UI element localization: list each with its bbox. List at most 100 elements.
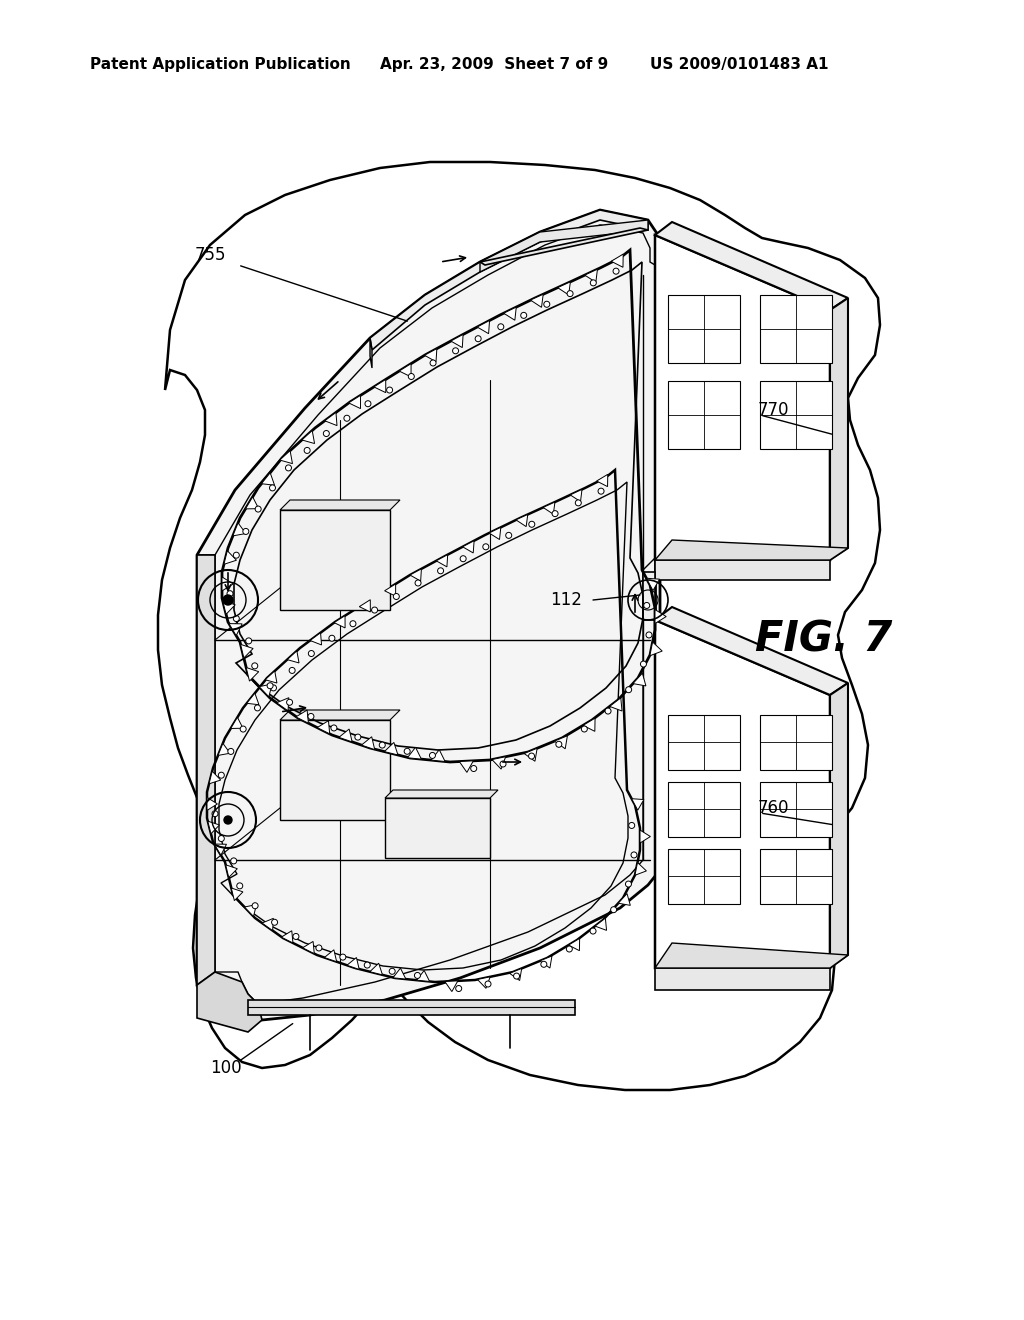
Circle shape [252,903,258,908]
Polygon shape [633,673,646,686]
Circle shape [575,500,582,506]
Polygon shape [597,474,608,487]
Circle shape [605,708,611,714]
Polygon shape [463,541,474,553]
Polygon shape [197,554,215,985]
Circle shape [485,981,492,987]
Polygon shape [410,569,422,581]
Polygon shape [374,379,386,392]
Circle shape [409,374,415,379]
Circle shape [329,635,335,642]
Polygon shape [611,253,624,267]
Circle shape [289,668,295,673]
Polygon shape [245,904,256,916]
Circle shape [471,766,477,771]
Polygon shape [385,583,395,597]
Polygon shape [214,843,226,855]
Circle shape [404,748,411,754]
Circle shape [308,714,314,719]
Circle shape [415,973,421,978]
Circle shape [233,552,240,558]
Polygon shape [280,500,400,510]
Circle shape [270,685,276,690]
Circle shape [393,594,399,599]
Circle shape [241,726,246,733]
Circle shape [610,907,616,912]
Polygon shape [209,771,221,784]
Polygon shape [262,919,273,931]
Circle shape [582,726,588,733]
Polygon shape [540,956,552,968]
Polygon shape [460,760,473,772]
Polygon shape [632,799,644,810]
Circle shape [500,762,506,767]
Polygon shape [760,715,831,770]
Polygon shape [516,515,527,527]
Circle shape [355,734,360,741]
Polygon shape [232,523,246,536]
Circle shape [304,447,310,454]
Polygon shape [668,715,740,770]
Polygon shape [347,957,359,969]
Text: 100: 100 [210,1059,242,1077]
Circle shape [255,705,260,711]
Circle shape [308,651,314,656]
Polygon shape [325,412,337,425]
Polygon shape [280,710,400,719]
Polygon shape [444,981,458,991]
Circle shape [379,742,385,748]
Polygon shape [207,797,217,810]
Circle shape [498,323,504,330]
Polygon shape [230,717,243,729]
Circle shape [552,511,558,516]
Circle shape [567,290,573,297]
Polygon shape [431,750,445,762]
Circle shape [233,615,240,622]
Polygon shape [643,572,655,620]
Polygon shape [568,939,580,950]
Polygon shape [489,527,501,540]
Circle shape [316,945,322,950]
Polygon shape [296,710,308,723]
Polygon shape [830,682,848,968]
Polygon shape [668,781,740,837]
Circle shape [528,521,535,527]
Circle shape [287,700,293,705]
Polygon shape [655,620,830,968]
Polygon shape [399,363,411,378]
Circle shape [224,816,232,824]
Polygon shape [504,308,516,321]
Polygon shape [303,941,314,953]
Polygon shape [334,615,345,628]
Polygon shape [276,698,289,711]
Circle shape [556,742,562,747]
Polygon shape [830,298,848,560]
Polygon shape [248,1001,575,1015]
Circle shape [544,301,550,308]
Polygon shape [655,235,830,560]
Polygon shape [370,210,648,350]
Circle shape [227,748,233,755]
Polygon shape [225,865,238,878]
Polygon shape [477,321,489,334]
Polygon shape [317,721,330,734]
Circle shape [350,620,356,627]
Polygon shape [385,789,498,799]
Polygon shape [325,950,337,962]
Polygon shape [197,972,262,1032]
Text: Apr. 23, 2009  Sheet 7 of 9: Apr. 23, 2009 Sheet 7 of 9 [380,58,608,73]
Polygon shape [655,942,848,968]
Text: 760: 760 [758,799,790,817]
Polygon shape [247,693,259,705]
Polygon shape [246,668,259,681]
Text: 112: 112 [550,591,582,609]
Polygon shape [655,560,830,579]
Polygon shape [650,642,663,656]
Circle shape [389,969,395,974]
Polygon shape [668,849,740,904]
Circle shape [646,632,652,638]
Polygon shape [655,540,848,560]
Polygon shape [480,220,648,272]
Polygon shape [655,222,848,310]
Polygon shape [280,510,390,610]
